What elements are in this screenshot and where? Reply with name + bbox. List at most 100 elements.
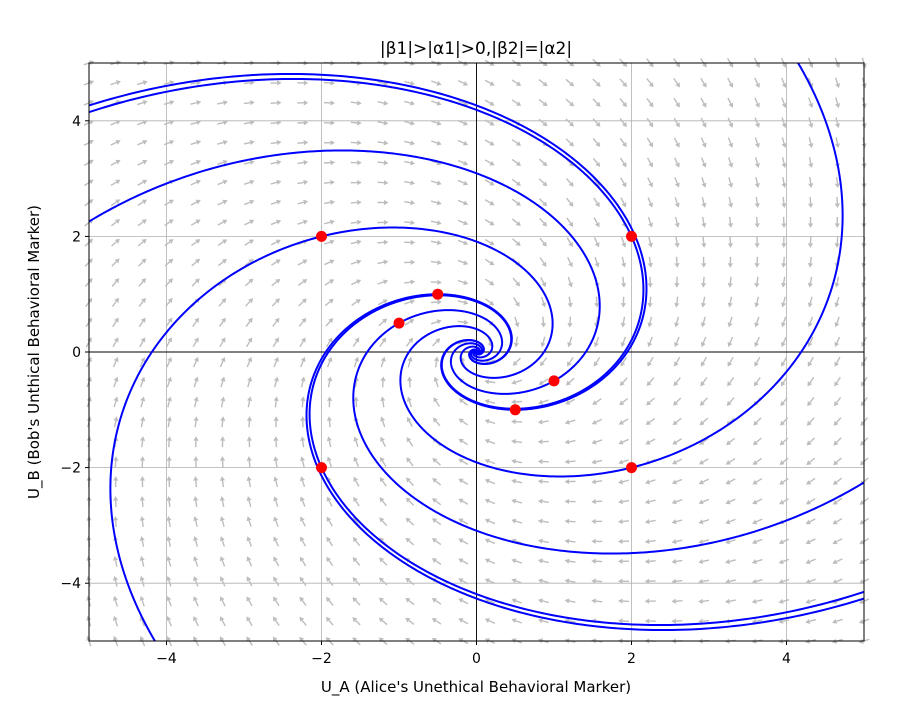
field-arrow [324,239,335,245]
field-arrow [457,99,469,106]
field-arrow [727,377,735,387]
field-arrow [564,578,576,584]
field-arrow [404,140,416,146]
field-arrow [698,598,710,604]
field-arrow [404,200,416,206]
field-arrow [808,196,814,209]
field-arrow [699,397,708,406]
field-arrow [353,496,360,507]
field-arrow [246,576,253,587]
field-arrow [511,178,522,186]
field-arrow [110,159,121,166]
field-arrow [245,298,254,307]
field-arrow [701,216,707,228]
field-arrow [673,157,680,168]
field-arrow [380,376,386,388]
field-arrow [326,536,334,547]
field-arrow [618,459,629,465]
field-arrow [620,276,627,288]
field-arrow [324,298,334,307]
field-arrow [243,100,255,106]
field-arrow [565,78,575,87]
field-arrow [110,139,121,146]
field-arrow [594,296,600,308]
field-arrow [353,436,359,448]
field-arrow [113,456,119,468]
field-arrow [484,99,495,106]
field-arrow [484,219,495,226]
field-arrow [166,555,172,567]
x-axis-ticks: −4 −2 0 2 4 [156,641,791,667]
field-arrow [538,158,548,167]
field-arrow [247,376,253,388]
field-arrow [244,259,254,267]
field-arrow [112,337,119,348]
field-arrow [537,439,549,445]
field-arrow [166,376,172,388]
field-arrow [834,117,841,129]
field-arrow [217,219,228,226]
field-arrow [139,376,146,388]
field-arrow [644,519,656,525]
field-arrow [699,417,709,426]
field-arrow [139,356,146,368]
field-arrow [112,595,118,607]
field-arrow [405,497,415,506]
initial-points [316,230,637,474]
field-arrow [297,219,309,225]
field-arrow [780,376,788,387]
field-arrow [513,336,520,348]
field-arrow [779,457,789,465]
field-arrow [511,578,523,584]
field-arrow [270,80,282,86]
field-arrow [484,379,496,385]
field-arrow [433,376,439,388]
field-arrow [137,139,148,146]
field-arrow [807,296,813,308]
field-arrow [432,478,442,486]
field-arrow [458,498,469,505]
field-arrow [457,219,469,226]
field-arrow [137,159,148,166]
field-arrow [300,516,306,527]
field-arrow [751,598,763,604]
field-arrow [405,477,414,487]
field-arrow [725,578,736,584]
field-arrow [219,516,225,527]
field-arrow [217,239,228,246]
field-arrow [217,120,228,126]
field-arrow [781,157,787,169]
field-arrow [139,495,145,508]
field-arrow [432,498,442,506]
field-arrow [698,558,710,565]
field-arrow [805,598,816,604]
initial-point [316,462,327,474]
field-arrow [300,436,306,448]
field-arrow [673,377,681,387]
field-arrow [458,438,469,446]
field-arrow [832,618,843,624]
field-arrow [698,519,710,525]
chart-title: |β1|>|α1|>0,|β2|=|α2| [380,39,572,59]
field-arrow [323,199,335,205]
field-arrow [484,258,495,266]
field-arrow [273,556,280,567]
field-arrow [644,479,656,485]
field-arrow [432,417,441,427]
field-arrow [300,376,306,388]
field-arrow [110,179,121,187]
field-arrow [484,278,495,286]
field-arrow [620,197,627,208]
field-arrow [457,139,469,146]
field-arrow [113,416,119,428]
field-arrow [647,236,653,248]
field-arrow [645,418,656,425]
field-arrow [832,578,843,584]
field-arrow [166,356,172,368]
field-arrow [671,539,683,545]
field-arrow [806,457,816,466]
field-arrow [380,356,386,368]
field-arrow [220,376,226,388]
field-arrow [805,497,816,505]
field-arrow [671,578,683,584]
